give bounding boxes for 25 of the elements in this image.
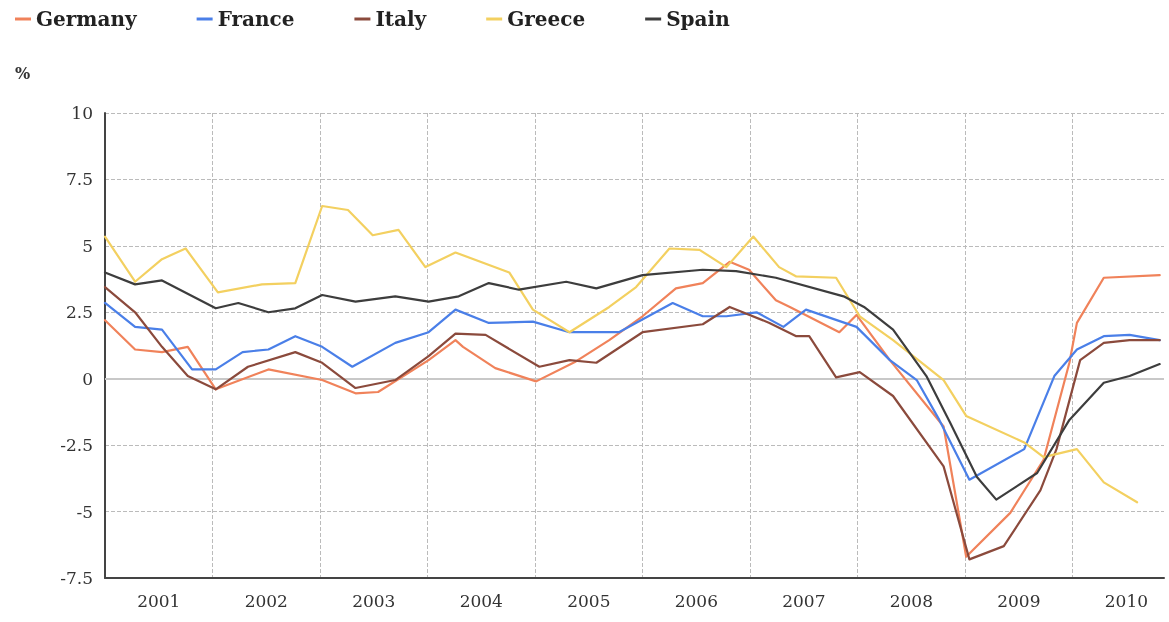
y-axis-title: % [15, 63, 31, 83]
x-tick-label: 2008 [889, 590, 933, 611]
x-tick-label: 2004 [459, 590, 503, 611]
y-tick-label: 0 [82, 368, 93, 389]
legend-label: Italy [375, 7, 428, 31]
legend-label: Greece [507, 7, 586, 31]
legend-label: Germany [36, 7, 138, 31]
x-tick-label: 2010 [1104, 590, 1148, 611]
x-tick-label: 2009 [997, 590, 1041, 611]
x-tick-label: 2003 [352, 590, 396, 611]
y-tick-label: 5 [82, 235, 93, 256]
x-tick-label: 2007 [782, 590, 826, 611]
x-tick-label: 2005 [567, 590, 611, 611]
x-tick-label: 2006 [674, 590, 718, 611]
x-tick-label: 2002 [244, 590, 288, 611]
y-tick-label: -5 [76, 501, 93, 522]
y-tick-label: 2.5 [65, 302, 93, 323]
line-series [103, 204, 1139, 504]
x-tick-label: 2001 [137, 590, 181, 611]
y-tick-label: 10 [71, 103, 93, 123]
y-tick-label: -7.5 [60, 568, 93, 588]
legend-label: France [217, 7, 295, 31]
y-tick-label: 7.5 [65, 169, 93, 190]
legend-label: Spain [666, 7, 731, 31]
y-tick-label: -2.5 [60, 435, 93, 456]
